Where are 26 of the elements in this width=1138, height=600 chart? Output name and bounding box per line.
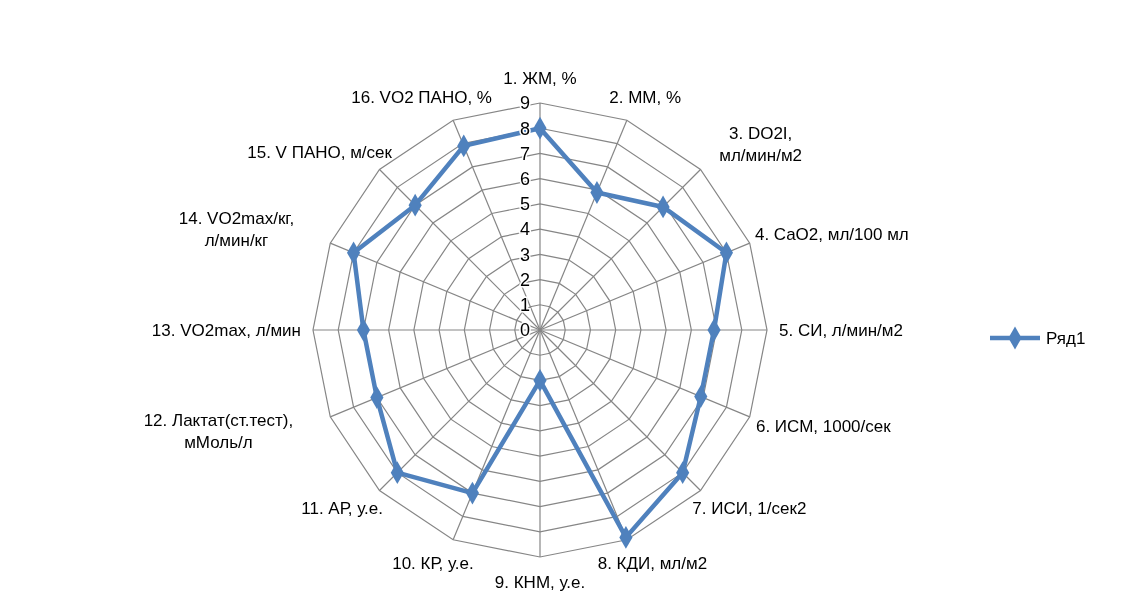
spoke-label: 1. ЖМ, %: [503, 68, 577, 88]
y-tick-label: 7: [519, 143, 530, 164]
spoke-label: 15. V ПАНО, м/сек: [247, 142, 393, 162]
spoke-label: 11. АР, у.е.: [301, 499, 383, 519]
spoke-label: 13. VO2max, л/мин: [151, 320, 301, 340]
spoke-label: 7. ИСИ, 1/сек2: [692, 499, 807, 519]
y-tick-label: 2: [519, 269, 530, 290]
spoke-label: 2. ММ, %: [609, 88, 682, 108]
spoke-label: 12. Лактат(ст.тест), мМоль/л: [143, 410, 294, 452]
y-tick-label: 3: [519, 244, 530, 265]
y-tick-label: 6: [519, 168, 530, 189]
y-tick-label: 4: [519, 219, 530, 240]
spoke-label: 9. КНМ, у.е.: [494, 572, 586, 592]
spoke-label: 5. СИ, л/мин/м2: [779, 320, 903, 340]
spoke-label: 3. DO2I, мл/мин/м2: [719, 123, 803, 165]
spoke-label: 6. ИСМ, 1000/сек: [755, 417, 892, 437]
spoke-label: 4. CaO2, мл/100 мл: [754, 224, 909, 244]
y-tick-label: 5: [519, 194, 530, 215]
legend-label: Ряд1: [1046, 328, 1086, 348]
spoke-label: 14. VO2max/кг, л/мин/кг: [178, 209, 295, 251]
y-tick-label: 1: [519, 295, 530, 316]
y-tick-label: 0: [519, 320, 530, 341]
y-tick-label: 9: [519, 93, 530, 114]
spoke-label: 16. VO2 ПАНО, %: [351, 88, 492, 108]
spoke-label: 10. КР, у.е.: [392, 553, 474, 573]
spoke-label: 8. КДИ, мл/м2: [597, 553, 708, 573]
